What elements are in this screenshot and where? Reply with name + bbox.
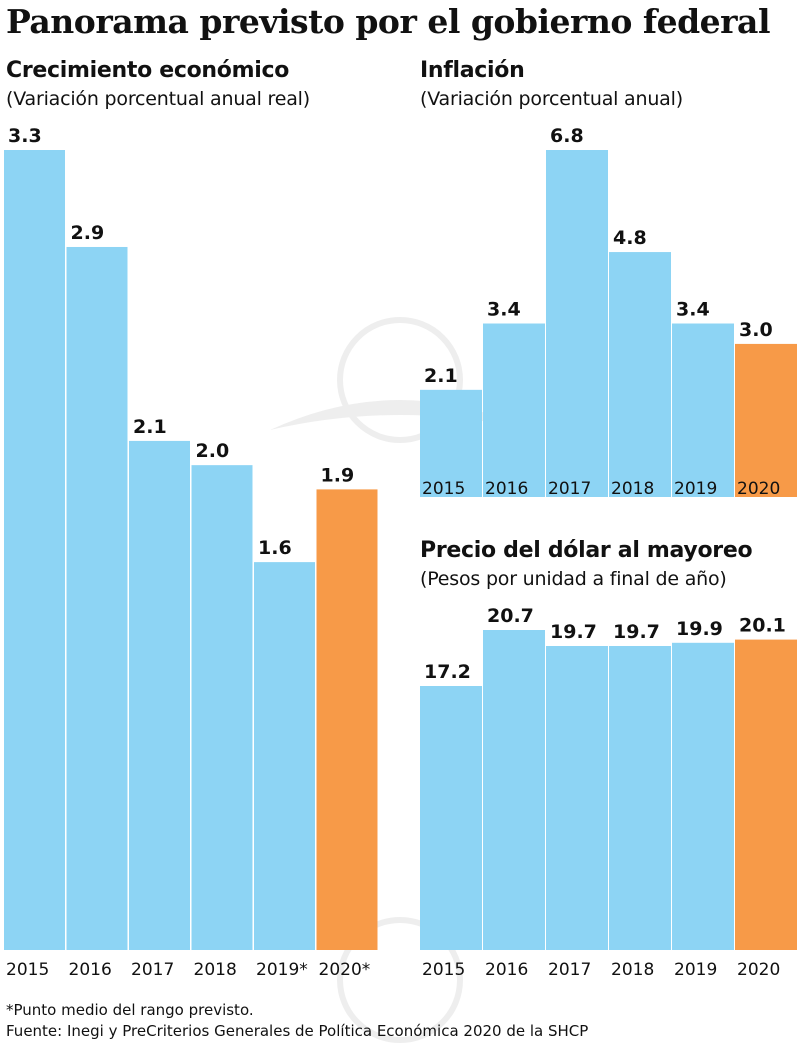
value-label-crecimiento-0: 3.3 xyxy=(8,125,42,147)
tick-label-crecimiento-1: 2016 xyxy=(69,960,112,980)
value-label-dolar-5: 20.1 xyxy=(739,615,786,637)
bar-crecimiento-1 xyxy=(66,246,128,950)
bar-inflacion-2 xyxy=(546,150,608,497)
bar-crecimiento-5 xyxy=(316,489,378,950)
value-label-crecimiento-5: 1.9 xyxy=(321,464,355,486)
value-label-dolar-4: 19.9 xyxy=(676,618,723,640)
tick-label-inflacion-2: 2017 xyxy=(548,479,591,499)
chart-subtitle-inflacion: (Variación porcentual anual) xyxy=(420,88,683,110)
bar-dolar-3 xyxy=(609,646,671,950)
watermark-emblem-bottom-icon xyxy=(337,917,463,1043)
bar-dolar-0 xyxy=(420,686,482,950)
tick-label-crecimiento-4: 2019* xyxy=(256,960,308,980)
bar-inflacion-0 xyxy=(420,389,482,497)
bar-inflacion-3 xyxy=(609,252,671,497)
value-label-dolar-1: 20.7 xyxy=(487,605,534,627)
value-label-crecimiento-2: 2.1 xyxy=(133,416,167,438)
chart-title-inflacion: Inflación xyxy=(420,58,525,83)
tick-label-crecimiento-2: 2017 xyxy=(131,960,174,980)
value-label-dolar-3: 19.7 xyxy=(613,621,660,643)
chart-subtitle-dolar: (Pesos por unidad a final de año) xyxy=(420,568,727,590)
tick-label-crecimiento-5: 2020* xyxy=(319,960,371,980)
tick-label-crecimiento-3: 2018 xyxy=(194,960,237,980)
tick-label-inflacion-3: 2018 xyxy=(611,479,654,499)
bar-inflacion-5 xyxy=(735,343,797,497)
tick-label-inflacion-0: 2015 xyxy=(422,479,465,499)
bar-crecimiento-4 xyxy=(254,562,315,950)
value-label-inflacion-2: 6.8 xyxy=(550,125,584,147)
value-label-inflacion-5: 3.0 xyxy=(739,319,773,341)
tick-label-dolar-3: 2018 xyxy=(611,960,654,980)
bar-crecimiento-2 xyxy=(129,440,190,950)
chart-title-crecimiento: Crecimiento económico xyxy=(6,58,290,83)
tick-label-crecimiento-0: 2015 xyxy=(6,960,49,980)
tick-label-inflacion-4: 2019 xyxy=(674,479,717,499)
tick-label-inflacion-5: 2020 xyxy=(737,479,780,499)
chart-subtitle-crecimiento: (Variación porcentual anual real) xyxy=(6,88,310,110)
value-label-crecimiento-1: 2.9 xyxy=(71,222,105,244)
value-label-dolar-2: 19.7 xyxy=(550,621,597,643)
bar-inflacion-4 xyxy=(672,323,734,497)
tick-label-inflacion-1: 2016 xyxy=(485,479,528,499)
tick-label-dolar-0: 2015 xyxy=(422,960,465,980)
bar-dolar-5 xyxy=(735,639,797,950)
value-label-crecimiento-3: 2.0 xyxy=(196,440,230,462)
bar-crecimiento-3 xyxy=(191,465,253,950)
bar-dolar-2 xyxy=(546,646,608,950)
tick-label-dolar-1: 2016 xyxy=(485,960,528,980)
bar-crecimiento-0 xyxy=(4,150,65,950)
footnote-source: Fuente: Inegi y PreCriterios Generales d… xyxy=(6,1022,589,1040)
bar-dolar-4 xyxy=(672,642,734,950)
main-title: Panorama previsto por el gobierno federa… xyxy=(6,2,770,41)
bar-dolar-1 xyxy=(483,630,545,950)
footnote-note: *Punto medio del rango previsto. xyxy=(6,1001,254,1019)
value-label-crecimiento-4: 1.6 xyxy=(258,537,292,559)
value-label-dolar-0: 17.2 xyxy=(424,661,471,683)
tick-label-dolar-5: 2020 xyxy=(737,960,780,980)
tick-label-dolar-2: 2017 xyxy=(548,960,591,980)
chart-title-dolar: Precio del dólar al mayoreo xyxy=(420,538,753,563)
value-label-inflacion-0: 2.1 xyxy=(424,365,458,387)
value-label-inflacion-4: 3.4 xyxy=(676,299,710,321)
value-label-inflacion-3: 4.8 xyxy=(613,227,647,249)
tick-label-dolar-4: 2019 xyxy=(674,960,717,980)
bar-inflacion-1 xyxy=(483,323,545,497)
value-label-inflacion-1: 3.4 xyxy=(487,299,521,321)
